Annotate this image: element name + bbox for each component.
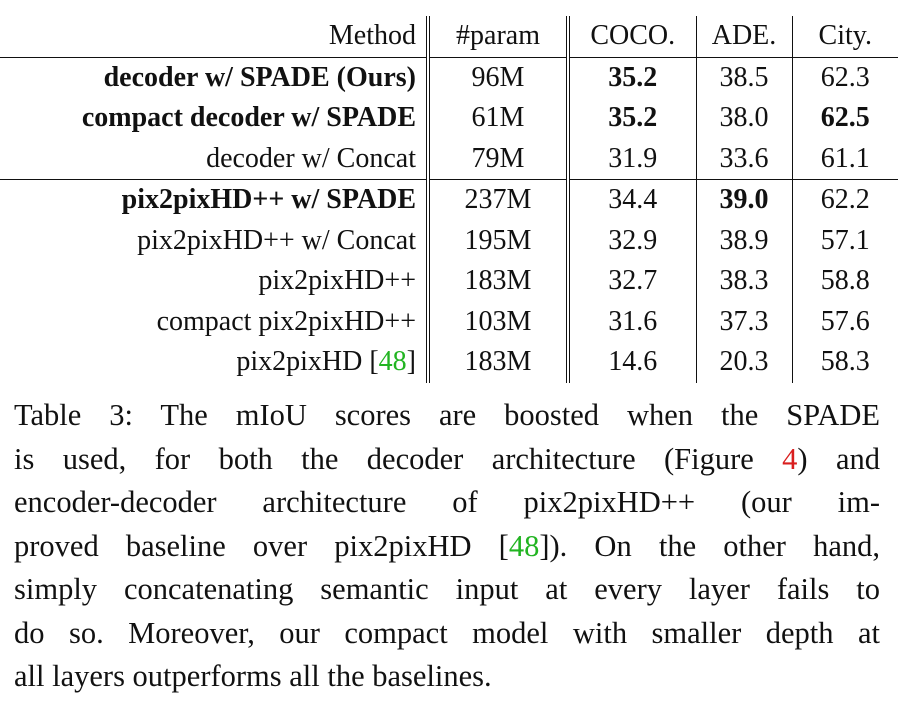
caption-text: proved baseline over pix2pixHD [	[14, 528, 509, 563]
caption-text: ) and	[797, 441, 880, 476]
caption-line: simply concatenating semantic input at e…	[14, 572, 880, 606]
row-method: pix2pixHD [48]	[0, 342, 430, 383]
citation-link[interactable]: 48	[508, 528, 540, 563]
row-city: 61.1	[792, 138, 898, 180]
header-param: #param	[428, 16, 570, 58]
row-param: 195M	[428, 220, 570, 261]
row-ade: 33.6	[696, 138, 793, 180]
row-coco: 32.9	[568, 220, 697, 261]
row-ade: 37.3	[696, 301, 793, 342]
header-coco: COCO.	[568, 16, 697, 58]
caption-line: Table 3: The mIoU scores are boosted whe…	[14, 398, 880, 432]
caption-line: proved baseline over pix2pixHD [48]). On…	[14, 525, 880, 569]
citation-link[interactable]: 48	[378, 346, 407, 378]
row-coco: 31.6	[568, 301, 697, 342]
row-param: 79M	[428, 138, 570, 180]
figure-ref-link[interactable]: 4	[782, 441, 798, 476]
row-method-close: ]	[406, 346, 416, 378]
row-ade: 38.0	[696, 98, 793, 139]
row-param: 183M	[428, 261, 570, 302]
row-param: 96M	[428, 57, 570, 98]
row-city: 62.3	[820, 61, 870, 93]
row-ade: 38.5	[696, 57, 793, 98]
table-row: pix2pixHD++ w/ Concat 195M 32.9 38.9 57.…	[0, 220, 898, 261]
row-method: pix2pixHD++ w/ SPADE	[0, 179, 430, 221]
row-city: 58.8	[820, 265, 870, 297]
header-method: Method	[0, 16, 430, 58]
row-coco: 34.4	[568, 179, 697, 221]
row-coco: 14.6	[568, 342, 697, 383]
row-param: 183M	[428, 342, 570, 383]
row-ade: 38.9	[696, 220, 793, 261]
header-ade: ADE.	[696, 16, 793, 58]
row-city: 58.3	[820, 346, 870, 378]
table-caption: Table 3: The mIoU scores are boosted whe…	[14, 394, 880, 699]
table-row: compact decoder w/ SPADE 61M 35.2 38.0 6…	[0, 98, 898, 139]
caption-text: is used, for both the decoder architectu…	[14, 441, 783, 476]
row-param: 103M	[428, 301, 570, 342]
caption-line: all layers outperforms all the baselines…	[14, 659, 492, 693]
row-method: decoder w/ SPADE (Ours)	[0, 57, 430, 98]
header-city: City.	[792, 16, 898, 58]
row-coco: 31.9	[568, 138, 697, 180]
row-coco: 35.2	[568, 57, 697, 98]
table-row: pix2pixHD [48] 183M 14.6 20.3 58.3	[0, 342, 898, 383]
row-method: compact pix2pixHD++	[0, 301, 430, 342]
row-method: decoder w/ Concat	[0, 138, 430, 180]
table-row: pix2pixHD++ 183M 32.7 38.3 58.8	[0, 261, 898, 302]
caption-text: ]). On the other hand,	[539, 528, 880, 563]
row-city: 62.5	[820, 102, 870, 134]
caption-line: encoder-decoder architecture of pix2pixH…	[14, 485, 880, 519]
row-method: compact decoder w/ SPADE	[0, 98, 430, 139]
table-header-row: Method #param COCO. ADE. City.	[0, 16, 898, 58]
caption-line: is used, for both the decoder architectu…	[14, 438, 880, 482]
table-row: decoder w/ Concat 79M 31.9 33.6 61.1	[0, 138, 898, 180]
row-coco: 35.2	[568, 98, 697, 139]
row-city: 62.2	[820, 184, 870, 216]
results-table: Method #param COCO. ADE. City. decoder w…	[0, 16, 898, 383]
caption-line: do so. Moreover, our compact model with …	[14, 615, 880, 650]
row-ade: 20.3	[696, 342, 793, 383]
row-method: pix2pixHD++ w/ Concat	[0, 220, 430, 261]
table-row: pix2pixHD++ w/ SPADE 237M 34.4 39.0 62.2	[0, 179, 898, 221]
table-row: compact pix2pixHD++ 103M 31.6 37.3 57.6	[0, 301, 898, 342]
row-coco: 32.7	[568, 261, 697, 302]
row-ade: 38.3	[696, 261, 793, 302]
row-ade: 39.0	[696, 179, 793, 221]
row-city: 57.6	[820, 305, 870, 337]
row-method: pix2pixHD++	[0, 261, 430, 302]
table-row: decoder w/ SPADE (Ours) 96M 35.2 38.5 62…	[0, 57, 898, 98]
row-method-text: pix2pixHD [	[236, 346, 379, 378]
row-param: 61M	[428, 98, 570, 139]
row-city: 57.1	[820, 224, 870, 256]
row-param: 237M	[428, 179, 570, 221]
